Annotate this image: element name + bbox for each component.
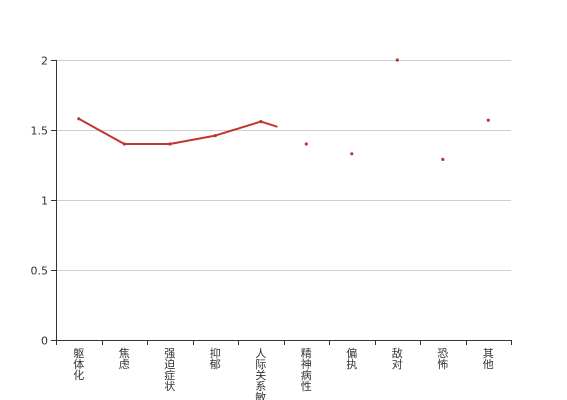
data-point <box>168 142 172 146</box>
x-tick-label: 焦虑 <box>119 347 130 371</box>
x-tick-label: 精神病性 <box>301 347 312 393</box>
x-tick-label: 其他 <box>483 347 494 371</box>
data-point <box>122 142 126 146</box>
y-tick-label: 1.5 <box>31 125 49 138</box>
data-point <box>350 152 354 156</box>
data-point <box>304 142 308 146</box>
y-tick-label: 1 <box>41 195 48 208</box>
y-tick-label: 0.5 <box>31 265 49 278</box>
y-tick-label: 2 <box>41 55 48 68</box>
x-tick-label: 偏执 <box>346 346 357 371</box>
grid-lines <box>56 60 511 271</box>
data-point <box>441 157 445 161</box>
data-point <box>395 58 399 62</box>
series-line <box>77 117 278 145</box>
series-layer <box>77 58 490 161</box>
x-tick-label: 抑郁 <box>210 346 221 371</box>
x-tick-label: 敌对 <box>392 346 403 371</box>
x-tick-label: 人际关系敏感 <box>255 347 266 400</box>
x-tick-label: 恐怖 <box>437 347 448 371</box>
data-point <box>77 117 81 121</box>
labels-layer: 0 0.5 1 1.5 2 躯体化 焦虑 强迫症状 抑郁 人际关系敏感 精神病性 偏执 敌对 恐怖 其他 <box>31 55 494 400</box>
y-tick-label: 0 <box>41 335 48 348</box>
data-point <box>486 118 490 122</box>
data-point <box>213 134 217 138</box>
x-tick-label: 躯体化 <box>73 347 84 382</box>
data-point <box>259 120 263 124</box>
x-tick-label: 强迫症状 <box>164 347 175 393</box>
axes <box>51 60 512 345</box>
